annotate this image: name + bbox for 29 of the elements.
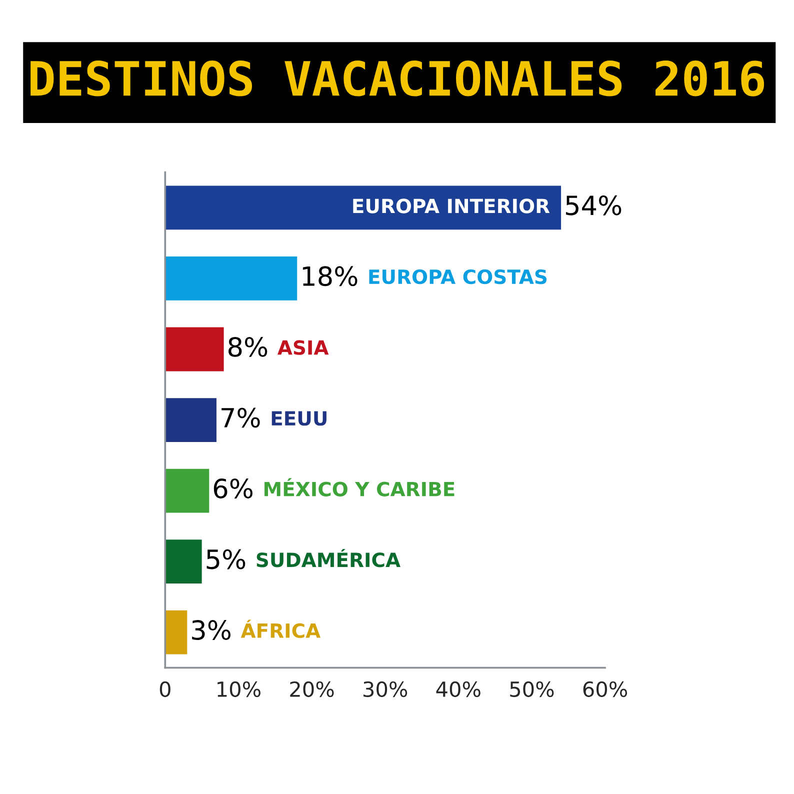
y-tick-label: ÁFRICA xyxy=(240,620,321,638)
bar xyxy=(165,186,562,230)
x-tick-label: 40% xyxy=(436,681,480,698)
bar xyxy=(165,256,298,300)
data-label: 6% xyxy=(214,478,252,498)
y-tick-label: ASIA xyxy=(278,340,329,355)
y-tick-label: SUDAMÉRICA xyxy=(256,548,400,568)
bar xyxy=(165,398,216,442)
data-label: 3% xyxy=(192,620,230,640)
data-label: 7% xyxy=(222,408,260,428)
data-label: 5% xyxy=(206,549,246,570)
bar xyxy=(165,610,188,654)
y-tick-label: EUROPA INTERIOR xyxy=(353,198,550,214)
bar xyxy=(165,327,224,372)
x-tick-label: 0 xyxy=(160,681,170,698)
x-tick-label: 10% xyxy=(218,681,260,698)
y-tick-label: EEUU xyxy=(272,411,326,426)
x-tick-label: 20% xyxy=(290,681,334,698)
data-label: 8% xyxy=(228,336,268,357)
x-tick-label: 60% xyxy=(583,681,628,698)
y-tick-label: EUROPA COSTAS xyxy=(369,269,547,284)
x-tick-label: 30% xyxy=(364,681,408,698)
bar xyxy=(165,468,210,513)
y-tick-label: MÉXICO Y CARIBE xyxy=(264,478,454,496)
data-label: 54% xyxy=(566,195,622,216)
chart-title: DESTINOS VACACIONALES 2016 xyxy=(30,60,764,96)
data-label: 18% xyxy=(302,266,358,286)
x-tick-label: 50% xyxy=(510,681,554,698)
bar xyxy=(165,540,202,584)
